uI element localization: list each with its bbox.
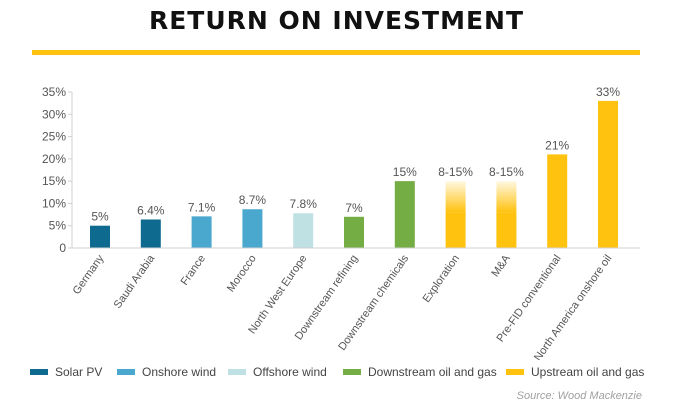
y-tick-label: 25% [42, 130, 66, 144]
bar-manda-range [496, 181, 517, 213]
legend-label-upstream-oil-and-gas: Upstream oil and gas [531, 365, 645, 379]
data-label-saudi-arabia: 6.4% [137, 203, 165, 217]
legend-swatch-downstream-oil-and-gas [343, 369, 361, 375]
y-tick-label: 35% [42, 85, 66, 99]
title-underline [32, 50, 640, 55]
bar-exploration-range [445, 181, 466, 213]
bar-france [191, 216, 212, 248]
bar-manda-low [496, 212, 517, 248]
bar-germany [90, 225, 110, 248]
y-tick-label: 5% [49, 219, 67, 233]
x-tick-label-manda: M&A [489, 252, 513, 279]
legend-item-solar-pv: Solar PV [30, 363, 102, 381]
legend-label-offshore-wind: Offshore wind [253, 365, 327, 379]
legend-swatch-solar-pv [30, 369, 48, 375]
x-tick-label-france: France [179, 253, 208, 288]
legend: Solar PV Onshore wind Offshore wind Down… [30, 363, 660, 381]
data-label-france: 7.1% [188, 200, 216, 214]
y-tick-label: 20% [42, 152, 66, 166]
bar-morocco [242, 209, 263, 248]
data-label-downstream-chemicals: 15% [393, 165, 417, 179]
y-axis: 0 5% 10% 15% 20% 25% 30% 35% [42, 85, 73, 255]
y-tick-label: 0 [59, 241, 66, 255]
y-tick-label: 15% [42, 174, 66, 188]
legend-label-solar-pv: Solar PV [55, 365, 103, 379]
legend-item-downstream-oil-and-gas: Downstream oil and gas [343, 363, 497, 381]
x-tick-label-exploration: Exploration [421, 253, 462, 305]
x-tick-label-saudi-arabia: Saudi Arabia [112, 252, 158, 311]
bar-downstream-chemicals [394, 181, 415, 248]
bar-pre-fid-conventional [547, 154, 568, 248]
data-label-downstream-refining: 7% [345, 201, 363, 215]
data-label-north-america-onshore-oil: 33% [596, 85, 620, 99]
data-label-pre-fid-conventional: 21% [545, 138, 569, 152]
bar-chart: 0 5% 10% 15% 20% 25% 30% 35% 5% 6.4% 7.1% 8.7% 7.8%… [42, 85, 640, 360]
legend-label-onshore-wind: Onshore wind [142, 365, 217, 379]
bar-north-west-europe [293, 213, 314, 248]
bars [90, 100, 618, 249]
source-note: Source: Wood Mackenzie [516, 390, 642, 402]
data-label-morocco: 8.7% [239, 193, 267, 207]
x-tick-label-morocco: Morocco [225, 253, 259, 294]
chart-title: RETURN ON INVESTMENT [148, 6, 525, 35]
legend-swatch-offshore-wind [228, 369, 246, 375]
bar-downstream-refining [344, 216, 364, 248]
legend-item-offshore-wind: Offshore wind [228, 363, 327, 381]
data-labels: 5% 6.4% 7.1% 8.7% 7.8% 7% 15% 8-15% 8-15% 21% 33% [91, 85, 620, 224]
legend-swatch-upstream-oil-and-gas [506, 369, 524, 375]
legend-item-upstream-oil-and-gas: Upstream oil and gas [506, 363, 644, 381]
y-tick-label: 10% [42, 196, 66, 210]
legend-swatch-onshore-wind [117, 369, 135, 375]
data-label-north-west-europe: 7.8% [290, 197, 318, 211]
legend-item-onshore-wind: Onshore wind [117, 363, 216, 381]
x-tick-label-germany: Germany [71, 252, 107, 296]
y-tick-label: 30% [42, 107, 66, 121]
data-label-manda: 8-15% [489, 165, 524, 179]
legend-label-downstream-oil-and-gas: Downstream oil and gas [368, 365, 497, 379]
data-label-exploration: 8-15% [438, 165, 473, 179]
bar-saudi-arabia [140, 219, 161, 248]
bar-north-america-onshore-oil [598, 100, 618, 249]
data-label-germany: 5% [91, 210, 109, 224]
bar-exploration-low [445, 212, 466, 248]
